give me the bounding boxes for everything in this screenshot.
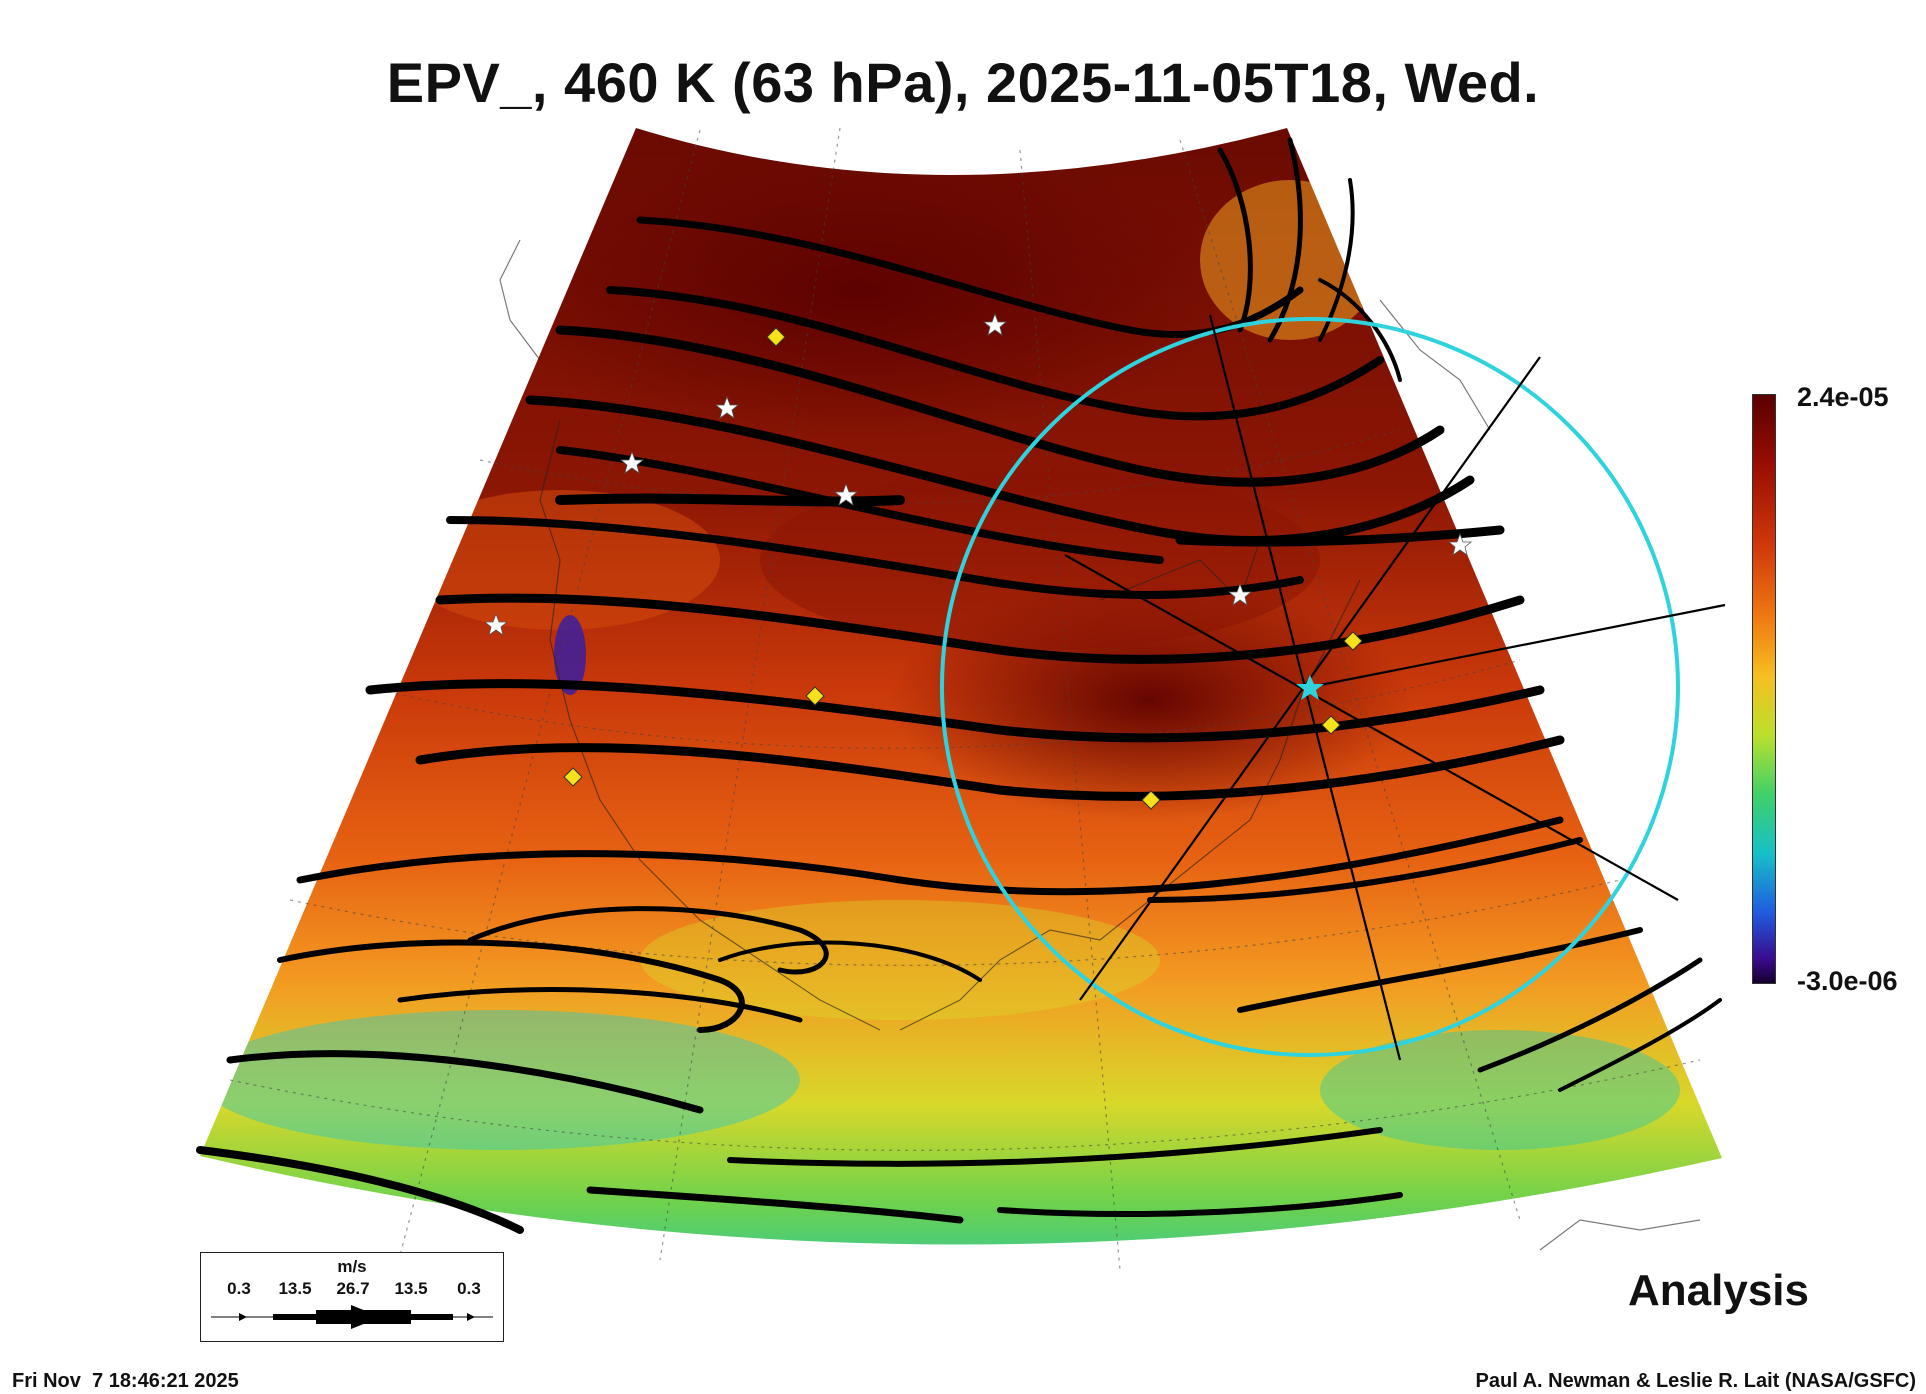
legend-unit: m/s [337, 1257, 367, 1276]
footer-credit: Paul A. Newman & Leslie R. Lait (NASA/GS… [1475, 1370, 1916, 1392]
colorbar-max-label: 2.4e-05 [1797, 382, 1889, 412]
cyan-star-icon [1296, 675, 1324, 700]
white-star-icon [483, 312, 1473, 636]
wind-speed-legend: m/s 0.3 13.5 26.7 13.5 0.3 [200, 1252, 504, 1342]
range-ring [940, 317, 1680, 1057]
graticule [229, 127, 1701, 1271]
yellow-diamond-icon [563, 327, 1363, 810]
colorbar [1752, 394, 1776, 984]
map-title: EPV_, 460 K (63 hPa), 2025-11-05T18, Wed… [386, 51, 1540, 114]
colorbar-min-label: -3.0e-06 [1797, 966, 1898, 996]
analysis-label: Analysis [1628, 1266, 1809, 1315]
legend-tick-4: 13.5 [394, 1279, 428, 1298]
legend-tick-2: 13.5 [278, 1279, 312, 1298]
legend-arrow-icon [211, 1305, 493, 1329]
legend-tick-3: 26.7 [336, 1279, 370, 1298]
legend-tick-1: 0.3 [227, 1279, 251, 1298]
station-markers [483, 312, 1473, 810]
streamlines [196, 137, 1722, 1234]
footer-timestamp: Fri Nov 7 18:46:21 2025 [12, 1370, 239, 1392]
legend-tick-5: 0.3 [457, 1279, 481, 1298]
